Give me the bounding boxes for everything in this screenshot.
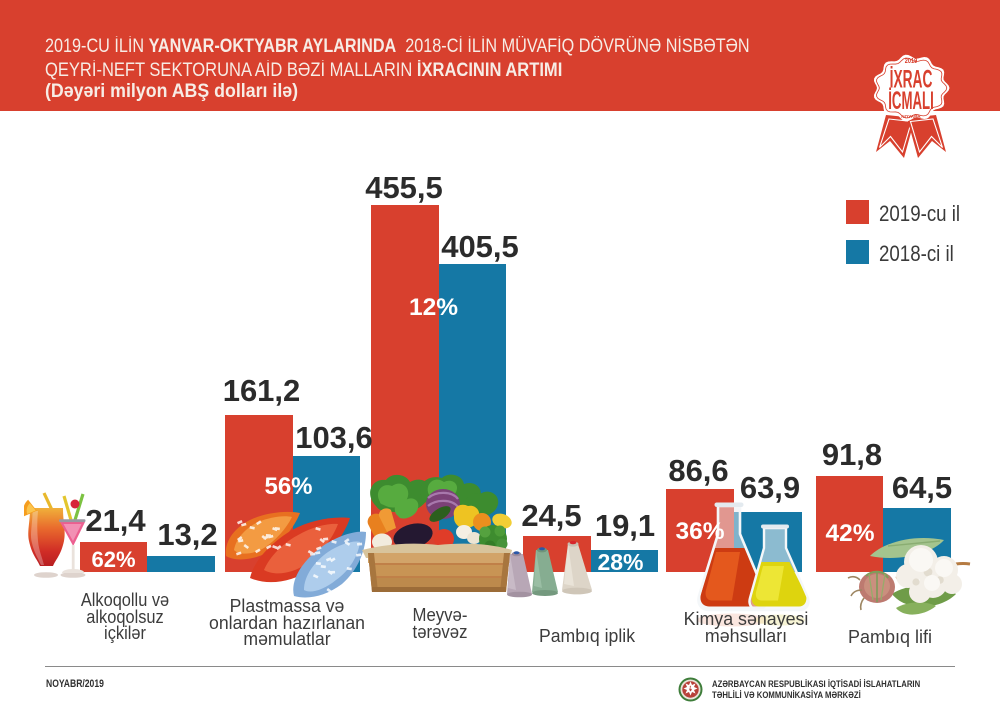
svg-text:İXRAC: İXRAC bbox=[890, 65, 933, 94]
svg-text:2019: 2019 bbox=[905, 57, 918, 65]
svg-text:İCMALI: İCMALI bbox=[888, 87, 934, 116]
svg-text:NOYABR: NOYABR bbox=[901, 114, 921, 119]
